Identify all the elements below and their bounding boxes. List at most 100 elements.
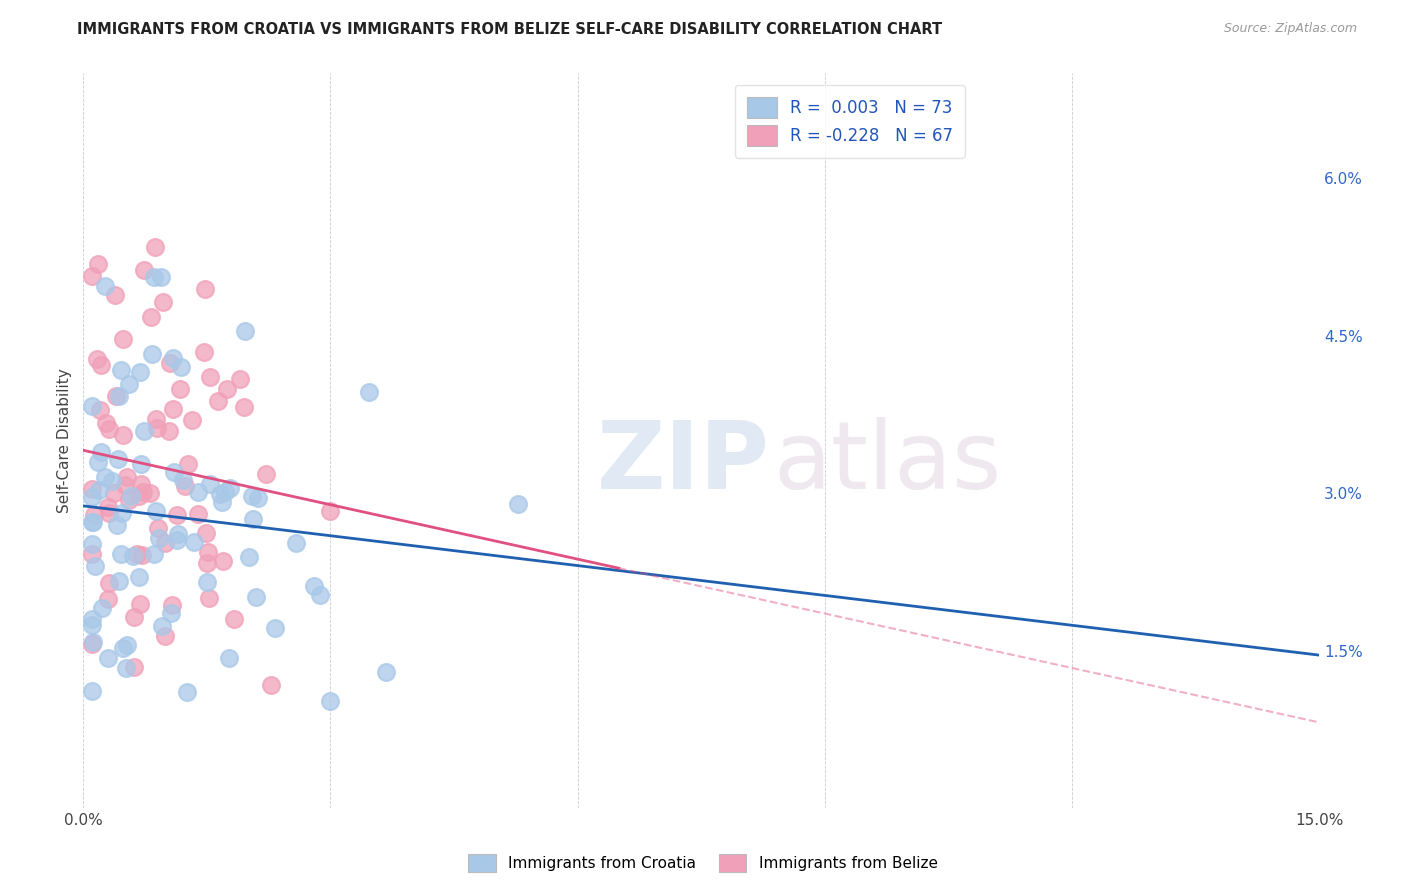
- Point: [143, 240, 166, 254]
- Point: [150, 619, 173, 633]
- Point: [357, 384, 380, 399]
- Point: [89, 403, 111, 417]
- Point: [111, 640, 134, 655]
- Point: [107, 574, 129, 588]
- Point: [233, 324, 256, 338]
- Point: [129, 458, 152, 472]
- Point: [97, 591, 120, 606]
- Point: [155, 629, 177, 643]
- Point: [193, 345, 215, 359]
- Point: [132, 424, 155, 438]
- Point: [139, 486, 162, 500]
- Point: [195, 526, 218, 541]
- Point: [103, 485, 125, 500]
- Point: [114, 478, 136, 492]
- Point: [242, 512, 264, 526]
- Point: [187, 507, 209, 521]
- Point: [118, 492, 141, 507]
- Point: [115, 661, 138, 675]
- Point: [94, 279, 117, 293]
- Point: [131, 548, 153, 562]
- Point: [166, 533, 188, 547]
- Point: [80, 537, 103, 551]
- Point: [148, 531, 170, 545]
- Point: [506, 497, 529, 511]
- Point: [167, 527, 190, 541]
- Point: [143, 269, 166, 284]
- Point: [145, 504, 167, 518]
- Point: [83, 508, 105, 522]
- Point: [131, 484, 153, 499]
- Point: [120, 490, 142, 504]
- Point: [129, 598, 152, 612]
- Legend: Immigrants from Croatia, Immigrants from Belize: Immigrants from Croatia, Immigrants from…: [461, 846, 945, 880]
- Point: [194, 282, 217, 296]
- Point: [264, 621, 287, 635]
- Point: [319, 694, 342, 708]
- Point: [285, 536, 308, 550]
- Point: [97, 422, 120, 436]
- Point: [118, 376, 141, 391]
- Point: [160, 598, 183, 612]
- Point: [145, 411, 167, 425]
- Text: ZIP: ZIP: [596, 417, 769, 508]
- Point: [128, 569, 150, 583]
- Point: [111, 332, 134, 346]
- Point: [104, 288, 127, 302]
- Point: [218, 650, 240, 665]
- Point: [87, 257, 110, 271]
- Point: [101, 474, 124, 488]
- Point: [200, 369, 222, 384]
- Point: [217, 382, 239, 396]
- Point: [309, 588, 332, 602]
- Point: [143, 548, 166, 562]
- Point: [177, 458, 200, 472]
- Point: [197, 545, 219, 559]
- Point: [157, 424, 180, 438]
- Point: [169, 382, 191, 396]
- Point: [246, 491, 269, 505]
- Text: atlas: atlas: [773, 417, 1001, 508]
- Point: [211, 554, 233, 568]
- Point: [169, 359, 191, 374]
- Point: [229, 372, 252, 386]
- Point: [163, 465, 186, 479]
- Point: [254, 467, 277, 482]
- Point: [245, 591, 267, 605]
- Point: [80, 683, 103, 698]
- Point: [198, 591, 221, 605]
- Point: [80, 482, 103, 496]
- Point: [198, 476, 221, 491]
- Point: [141, 346, 163, 360]
- Point: [111, 427, 134, 442]
- Point: [111, 506, 134, 520]
- Point: [82, 634, 104, 648]
- Point: [115, 638, 138, 652]
- Point: [148, 521, 170, 535]
- Point: [141, 310, 163, 325]
- Point: [84, 558, 107, 573]
- Point: [195, 557, 218, 571]
- Point: [238, 549, 260, 564]
- Point: [219, 481, 242, 495]
- Point: [97, 651, 120, 665]
- Point: [302, 579, 325, 593]
- Point: [94, 470, 117, 484]
- Point: [207, 393, 229, 408]
- Text: Source: ZipAtlas.com: Source: ZipAtlas.com: [1223, 22, 1357, 36]
- Point: [105, 389, 128, 403]
- Text: IMMIGRANTS FROM CROATIA VS IMMIGRANTS FROM BELIZE SELF-CARE DISABILITY CORRELATI: IMMIGRANTS FROM CROATIA VS IMMIGRANTS FR…: [77, 22, 942, 37]
- Point: [82, 617, 104, 632]
- Point: [152, 294, 174, 309]
- Point: [80, 637, 103, 651]
- Point: [146, 420, 169, 434]
- Point: [80, 269, 103, 284]
- Point: [115, 470, 138, 484]
- Point: [128, 489, 150, 503]
- Point: [128, 365, 150, 379]
- Point: [208, 486, 231, 500]
- Point: [82, 516, 104, 530]
- Point: [242, 489, 264, 503]
- Legend: R =  0.003   N = 73, R = -0.228   N = 67: R = 0.003 N = 73, R = -0.228 N = 67: [735, 85, 965, 158]
- Point: [222, 612, 245, 626]
